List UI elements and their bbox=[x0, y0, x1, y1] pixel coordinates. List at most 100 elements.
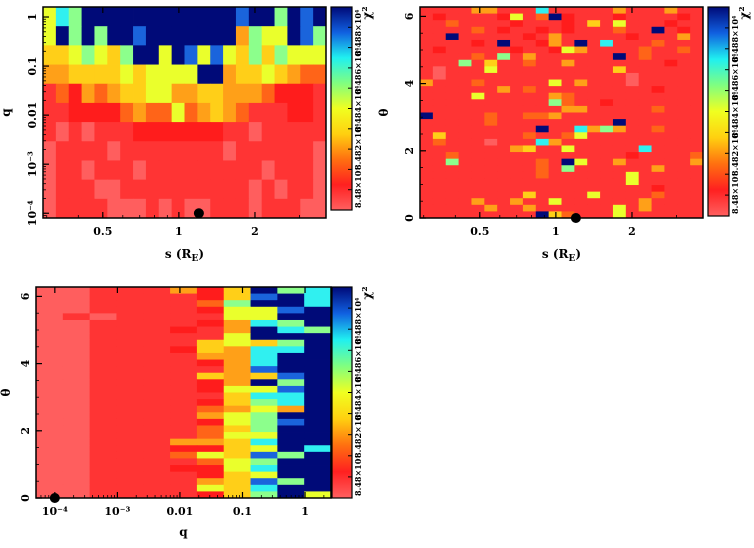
heatmap-cell bbox=[184, 83, 198, 104]
heatmap-cell bbox=[223, 306, 251, 314]
heatmap-cell bbox=[587, 79, 601, 87]
heatmap-cell bbox=[304, 399, 332, 407]
heatmap-cell bbox=[612, 178, 627, 186]
heatmap-cell bbox=[574, 165, 588, 173]
heatmap-cell bbox=[600, 165, 614, 173]
heatmap-cell bbox=[497, 59, 511, 67]
heatmap-cell bbox=[664, 125, 678, 133]
heatmap-cell bbox=[548, 198, 562, 206]
heatmap-cell bbox=[690, 119, 704, 127]
heatmap-cell bbox=[484, 92, 498, 100]
heatmap-cell bbox=[89, 399, 117, 407]
heatmap-cell bbox=[497, 13, 511, 21]
heatmap-cell bbox=[143, 458, 171, 466]
heatmap-cell bbox=[55, 160, 70, 181]
heatmap-cell bbox=[432, 46, 447, 54]
heatmap-cell bbox=[587, 152, 601, 160]
heatmap-cell bbox=[36, 445, 64, 453]
heatmap-cell bbox=[600, 33, 614, 41]
heatmap-cell bbox=[94, 141, 108, 161]
heatmap-cell bbox=[458, 165, 472, 173]
heatmap-cell bbox=[484, 171, 498, 179]
x-tick-label: 1 bbox=[552, 225, 560, 238]
heatmap-cell bbox=[158, 198, 173, 219]
heatmap-cell bbox=[143, 425, 171, 433]
heatmap-cell bbox=[300, 45, 314, 65]
heatmap-cell bbox=[81, 45, 95, 65]
heatmap-cell bbox=[535, 138, 550, 146]
heatmap-cell bbox=[250, 392, 278, 400]
heatmap-cell bbox=[574, 33, 588, 41]
heatmap-cell bbox=[62, 287, 91, 294]
heatmap-cell bbox=[94, 198, 108, 219]
heatmap-cell bbox=[432, 7, 447, 14]
heatmap-cell bbox=[600, 92, 614, 100]
heatmap-cell bbox=[561, 46, 575, 54]
heatmap-cell bbox=[600, 13, 614, 21]
heatmap-cell bbox=[89, 379, 117, 387]
heatmap-cell bbox=[471, 178, 485, 186]
heatmap-cell bbox=[574, 138, 588, 146]
heatmap-cell bbox=[277, 313, 305, 321]
heatmap-cell bbox=[600, 53, 614, 61]
heatmap-cell bbox=[62, 333, 91, 341]
heatmap-cell bbox=[274, 160, 288, 181]
heatmap-cell bbox=[420, 138, 434, 146]
colorbar-tick-label: 8.488×10⁴ bbox=[353, 9, 363, 56]
heatmap-cell bbox=[522, 185, 537, 193]
heatmap-cell bbox=[522, 198, 537, 206]
heatmap-cell bbox=[36, 352, 64, 360]
heatmap-cell bbox=[458, 198, 472, 206]
heatmap-cell bbox=[574, 191, 588, 199]
heatmap-cell bbox=[170, 319, 198, 327]
heatmap-cell bbox=[484, 198, 498, 206]
heatmap-cell bbox=[587, 46, 601, 54]
heatmap-cell bbox=[600, 171, 614, 179]
heatmap-cell bbox=[690, 138, 704, 146]
heatmap-cell bbox=[471, 26, 485, 34]
heatmap-cell bbox=[116, 333, 144, 341]
heatmap-cell bbox=[458, 59, 472, 67]
heatmap-cell bbox=[300, 26, 314, 46]
heatmap-cell bbox=[690, 26, 704, 34]
heatmap-cell bbox=[89, 451, 117, 459]
heatmap-cell bbox=[250, 385, 278, 393]
heatmap-cell bbox=[120, 64, 134, 85]
heatmap-cell bbox=[612, 86, 627, 94]
heatmap-cell bbox=[471, 99, 485, 107]
heatmap-cell bbox=[535, 105, 550, 113]
heatmap-cell bbox=[548, 165, 562, 173]
heatmap-cell bbox=[250, 458, 278, 466]
heatmap-cell bbox=[43, 45, 57, 65]
heatmap-cell bbox=[300, 122, 314, 142]
heatmap-cell bbox=[612, 112, 627, 120]
heatmap-cell bbox=[277, 478, 305, 486]
heatmap-cell bbox=[133, 7, 147, 27]
heatmap-cell bbox=[548, 26, 562, 34]
heatmap-cell bbox=[587, 33, 601, 41]
heatmap-cell bbox=[600, 198, 614, 206]
heatmap-cell bbox=[432, 39, 447, 47]
heatmap-cell bbox=[638, 204, 652, 212]
heatmap-cell bbox=[535, 158, 550, 166]
heatmap-cell bbox=[625, 152, 640, 160]
heatmap-cell bbox=[81, 83, 95, 104]
heatmap-cell bbox=[458, 125, 472, 133]
heatmap-cell bbox=[612, 211, 627, 219]
heatmap-cell bbox=[196, 484, 225, 492]
heatmap-cell bbox=[223, 313, 251, 321]
heatmap-cell bbox=[664, 152, 678, 160]
heatmap-cell bbox=[432, 132, 447, 140]
heatmap-cell bbox=[171, 45, 185, 65]
heatmap-cell bbox=[81, 64, 95, 85]
heatmap-cell bbox=[548, 66, 562, 74]
heatmap-cell bbox=[81, 160, 95, 181]
heatmap-cell bbox=[197, 45, 211, 65]
heatmap-cell bbox=[36, 300, 64, 308]
heatmap-cell bbox=[304, 313, 332, 321]
heatmap-cell bbox=[651, 119, 665, 127]
colorbar: 8.48×10⁴8.482×10⁴8.484×10⁴8.486×10⁴8.488… bbox=[707, 6, 751, 217]
heatmap-cell bbox=[522, 66, 537, 74]
heatmap-cell bbox=[196, 346, 225, 354]
heatmap-cell bbox=[522, 33, 537, 41]
